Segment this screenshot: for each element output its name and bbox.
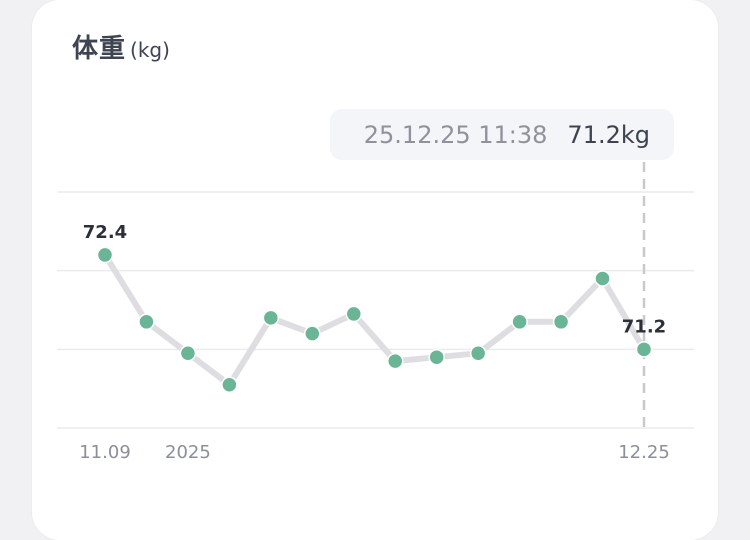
data-point[interactable] [511, 313, 528, 331]
chart-title: 体重 (kg) [72, 28, 170, 65]
point-value-label: 72.4 [83, 222, 127, 243]
tooltip-date: 25.12.25 11:38 [363, 120, 548, 149]
data-point[interactable] [96, 246, 114, 264]
data-point[interactable] [304, 325, 321, 342]
selected-point-tooltip: 25.12.25 11:38 71.2kg [330, 109, 674, 160]
point-value-label: 71.2 [622, 316, 666, 337]
tooltip-value: 71.2kg [567, 120, 650, 149]
data-point[interactable] [138, 313, 155, 331]
data-point[interactable] [594, 270, 611, 287]
x-tick-label: 2025 [165, 442, 211, 463]
data-point[interactable] [345, 305, 363, 323]
data-point[interactable] [179, 345, 197, 362]
title-unit: (kg) [130, 38, 170, 62]
data-point[interactable] [635, 341, 653, 358]
x-tick-label: 11.09 [79, 442, 131, 463]
data-point[interactable] [428, 348, 445, 366]
data-point[interactable] [262, 309, 280, 327]
data-point[interactable] [469, 345, 487, 362]
title-text: 体重 [72, 34, 127, 64]
data-points[interactable] [96, 246, 653, 393]
x-axis-ticks: 11.09 2025 12.25 [79, 442, 670, 463]
point-labels: 72.4 71.2 [83, 222, 666, 337]
grid-lines [57, 191, 694, 429]
weight-line-chart[interactable]: 72.4 71.2 11.09 2025 12.25 [0, 0, 750, 515]
data-point[interactable] [552, 313, 570, 331]
data-point[interactable] [386, 352, 404, 370]
data-point[interactable] [221, 376, 238, 393]
x-tick-label: 12.25 [618, 442, 670, 463]
